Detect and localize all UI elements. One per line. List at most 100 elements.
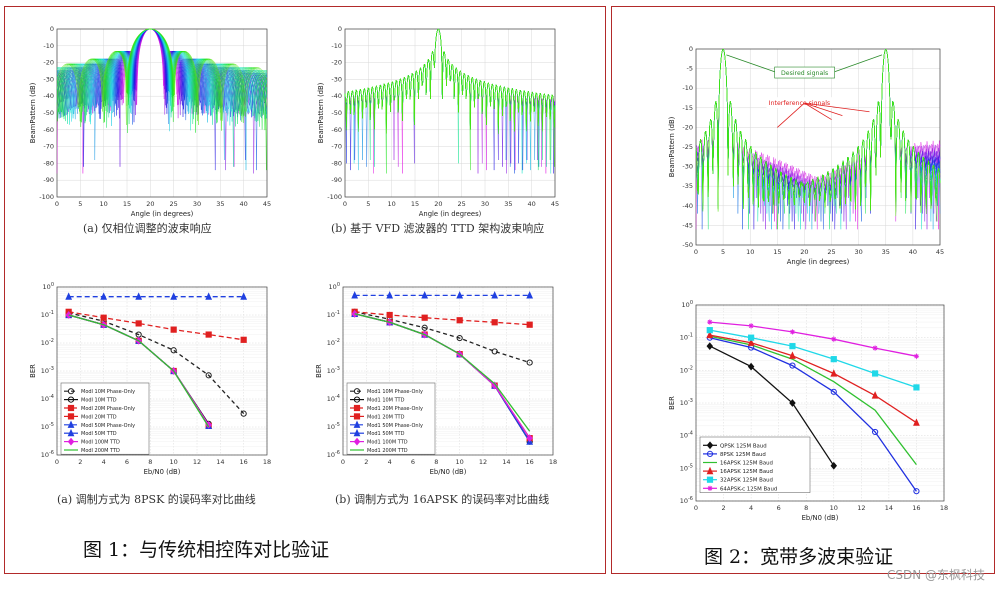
series-line bbox=[68, 312, 245, 415]
x-tick-label: 25 bbox=[458, 200, 466, 208]
x-tick-label: 8 bbox=[148, 458, 152, 466]
x-tick-label: 25 bbox=[827, 248, 835, 256]
data-point bbox=[65, 311, 72, 319]
data-point bbox=[526, 434, 533, 443]
legend-label: Mod1 10M TTD bbox=[367, 398, 405, 404]
legend-label: Mod1 50M TTD bbox=[367, 431, 405, 437]
data-point bbox=[872, 428, 879, 436]
x-tick-label: 4 bbox=[388, 458, 392, 466]
x-tick-label: 2 bbox=[78, 458, 82, 466]
data-point bbox=[240, 410, 247, 417]
y-tick-label: 100 bbox=[43, 282, 54, 291]
y-tick-label: -25 bbox=[682, 143, 693, 151]
beam-pattern-chart-a: 0 5 10 15 20 25 30 35 40 45 0 -10 -20 -30 -40 -50 -60 -70… bbox=[29, 25, 271, 218]
data-point bbox=[491, 381, 498, 390]
legend-label: Modl 20M Phase-Only bbox=[81, 406, 135, 412]
y-tick-label: -80 bbox=[43, 159, 54, 167]
x-tick-label: 0 bbox=[694, 504, 698, 512]
x-tick-label: 2 bbox=[721, 504, 725, 512]
y-axis-label: BER bbox=[668, 396, 676, 410]
y-tick-label: -50 bbox=[43, 109, 54, 117]
x-tick-label: 8 bbox=[434, 458, 438, 466]
x-tick-label: 10 bbox=[456, 458, 464, 466]
y-tick-label: 10-2 bbox=[41, 338, 54, 347]
legend-marker bbox=[706, 441, 714, 450]
x-tick-label: 35 bbox=[882, 248, 890, 256]
data-point bbox=[526, 359, 533, 366]
data-point bbox=[747, 362, 755, 371]
data-point bbox=[135, 320, 142, 327]
y-tick-label: -30 bbox=[331, 75, 342, 83]
legend-label: 32APSK 125M Baud bbox=[720, 478, 773, 484]
x-tick-label: 12 bbox=[193, 458, 201, 466]
x-tick-label: 35 bbox=[504, 200, 512, 208]
y-tick-label: 10-5 bbox=[680, 463, 693, 472]
x-tick-label: 10 bbox=[830, 504, 838, 512]
data-point bbox=[830, 369, 838, 377]
x-tick-label: 5 bbox=[721, 248, 725, 256]
x-axis-label: Angle (in degrees) bbox=[131, 210, 194, 218]
multibeam-pattern-chart: 0 5 10 15 20 25 30 35 40 45 0 -5 -10 -15 -20 -25 -30 -35 -… bbox=[668, 45, 944, 266]
x-tick-label: 10 bbox=[746, 248, 754, 256]
legend-marker bbox=[353, 437, 361, 446]
legend-label: 64APSK-c 125M Baud bbox=[720, 486, 777, 492]
legend-label: 16APSK 125M Baud bbox=[720, 469, 773, 475]
y-tick-label: -80 bbox=[331, 159, 342, 167]
y-tick-label: -10 bbox=[682, 84, 693, 92]
y-tick-label: -40 bbox=[43, 92, 54, 100]
legend-marker bbox=[67, 396, 75, 403]
series-line bbox=[354, 311, 530, 326]
data-point bbox=[706, 342, 714, 351]
y-tick-label: 100 bbox=[329, 282, 340, 291]
series-line bbox=[709, 321, 917, 357]
y-tick-label: -40 bbox=[331, 92, 342, 100]
y-tick-label: -50 bbox=[331, 109, 342, 117]
x-tick-label: 40 bbox=[909, 248, 917, 256]
x-tick-label: 6 bbox=[125, 458, 129, 466]
y-tick-label: -90 bbox=[43, 176, 54, 184]
series-line bbox=[709, 334, 917, 424]
ber-chart-16apsk: 0 2 4 6 8 10 12 14 16 18 100 10-1 10-2 10-3 10-4 10-5 10… bbox=[315, 282, 557, 476]
y-tick-label: 10-1 bbox=[41, 310, 54, 319]
data-point bbox=[913, 418, 920, 426]
x-tick-label: 16 bbox=[240, 458, 248, 466]
legend-label: Modl 50M Phase-Only bbox=[81, 423, 135, 429]
y-tick-label: -35 bbox=[682, 182, 693, 190]
y-tick-label: -60 bbox=[43, 126, 54, 134]
data-point bbox=[170, 347, 177, 354]
legend-label: Mod1 100M TTD bbox=[367, 440, 408, 446]
data-point bbox=[456, 317, 463, 324]
y-tick-label: -100 bbox=[39, 193, 54, 201]
desired-label: Desired signals bbox=[781, 70, 828, 77]
x-tick-label: 25 bbox=[170, 200, 178, 208]
series-line bbox=[354, 313, 531, 432]
x-tick-label: 18 bbox=[940, 504, 948, 512]
beam-trace bbox=[56, 28, 268, 126]
data-point bbox=[240, 292, 248, 300]
legend-label: 8PSK 125M Baud bbox=[720, 452, 766, 458]
y-tick-label: 10-2 bbox=[680, 365, 693, 374]
x-tick-label: 20 bbox=[800, 248, 808, 256]
y-axis-label: BeamPattern (dB) bbox=[29, 82, 37, 143]
x-tick-label: 5 bbox=[78, 200, 82, 208]
legend-marker bbox=[353, 404, 361, 412]
x-tick-label: 18 bbox=[263, 458, 271, 466]
data-point bbox=[205, 331, 212, 338]
data-point bbox=[706, 330, 714, 339]
legend-marker bbox=[706, 450, 714, 457]
y-tick-label: -100 bbox=[327, 193, 342, 201]
y-tick-label: -30 bbox=[682, 163, 693, 171]
data-point bbox=[491, 348, 498, 355]
x-tick-label: 14 bbox=[502, 458, 510, 466]
axes-frame bbox=[342, 286, 554, 456]
data-point bbox=[135, 292, 143, 300]
series-line bbox=[354, 311, 530, 364]
x-tick-label: 30 bbox=[481, 200, 489, 208]
series-line bbox=[709, 335, 917, 465]
series-line bbox=[709, 345, 835, 467]
ber-b-caption: (b) 调制方式为 16APSK 的误码率对比曲线 bbox=[335, 493, 550, 506]
data-point bbox=[789, 351, 796, 359]
legend-marker bbox=[706, 466, 714, 475]
x-tick-label: 0 bbox=[694, 248, 698, 256]
y-tick-label: -20 bbox=[682, 123, 693, 131]
